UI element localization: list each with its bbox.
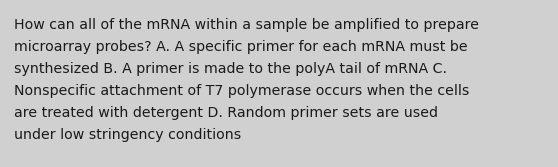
Text: Nonspecific attachment of T7 polymerase occurs when the cells: Nonspecific attachment of T7 polymerase … — [14, 84, 469, 98]
Text: microarray probes? A. A specific primer for each mRNA must be: microarray probes? A. A specific primer … — [14, 40, 468, 54]
Text: synthesized B. A primer is made to the polyA tail of mRNA C.: synthesized B. A primer is made to the p… — [14, 62, 447, 76]
Text: under low stringency conditions: under low stringency conditions — [14, 128, 241, 142]
Text: How can all of the mRNA within a sample be amplified to prepare: How can all of the mRNA within a sample … — [14, 18, 479, 32]
Text: are treated with detergent D. Random primer sets are used: are treated with detergent D. Random pri… — [14, 106, 438, 120]
